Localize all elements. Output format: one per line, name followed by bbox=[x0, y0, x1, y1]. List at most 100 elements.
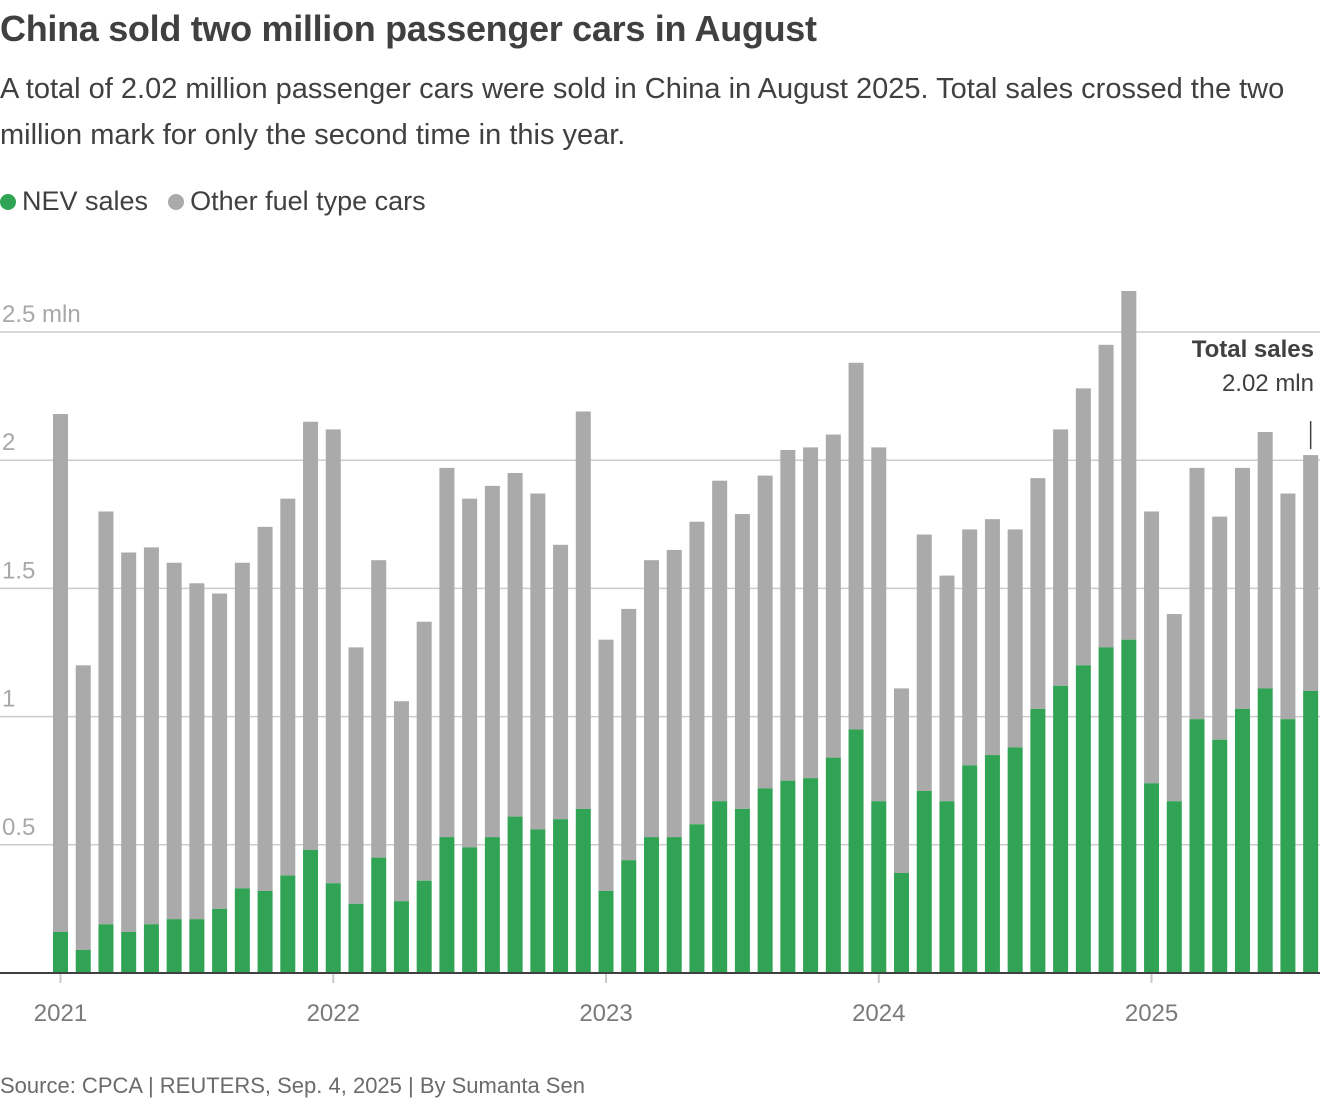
bar-nev-2025-02 bbox=[1166, 801, 1182, 973]
bar-other-2024-01 bbox=[871, 447, 887, 802]
bar-nev-2023-01 bbox=[598, 890, 614, 973]
bar-group-2024-06 bbox=[984, 519, 1000, 973]
y-axis-labels: 0.5 1 1.5 2 2.5 mln bbox=[2, 301, 81, 841]
bar-other-2023-10 bbox=[803, 447, 819, 779]
bar-group-2021-06 bbox=[166, 562, 182, 973]
bar-other-2023-08 bbox=[757, 475, 773, 789]
bar-group-2022-01 bbox=[325, 429, 341, 973]
bar-nev-2024-06 bbox=[984, 755, 1000, 973]
legend-item-other: Other fuel type cars bbox=[168, 186, 426, 217]
bar-other-2023-11 bbox=[825, 434, 841, 758]
bar-group-2021-12 bbox=[303, 421, 319, 973]
bar-nev-2021-11 bbox=[280, 875, 296, 973]
bar-nev-2025-05 bbox=[1234, 708, 1250, 973]
bar-nev-2023-04 bbox=[666, 837, 682, 973]
bar-other-2022-10 bbox=[530, 493, 546, 830]
bar-other-2024-10 bbox=[1075, 388, 1091, 666]
bar-group-2024-03 bbox=[916, 534, 932, 973]
bar-group-2025-05 bbox=[1234, 467, 1250, 973]
bar-other-2025-06 bbox=[1257, 431, 1273, 689]
bar-nev-2023-07 bbox=[734, 808, 750, 973]
bar-other-2023-12 bbox=[848, 362, 864, 730]
bar-nev-2023-09 bbox=[780, 780, 796, 973]
bar-nev-2025-06 bbox=[1257, 688, 1273, 973]
bar-other-2022-05 bbox=[416, 621, 432, 881]
bar-other-2022-12 bbox=[575, 411, 591, 809]
bar-other-2025-03 bbox=[1189, 467, 1205, 720]
bar-nev-2024-12 bbox=[1121, 639, 1137, 973]
chart-subtitle: A total of 2.02 million passenger cars w… bbox=[0, 73, 1285, 151]
x-tick-label: 2023 bbox=[579, 1000, 632, 1027]
bar-nev-2024-04 bbox=[939, 801, 955, 973]
bar-nev-2024-02 bbox=[894, 873, 910, 973]
bar-group-2023-04 bbox=[666, 549, 682, 973]
bar-group-2022-06 bbox=[439, 467, 455, 973]
bar-nev-2021-06 bbox=[166, 919, 182, 973]
bar-nev-2024-08 bbox=[1030, 708, 1046, 973]
bar-group-2022-12 bbox=[575, 411, 591, 973]
bar-other-2021-01 bbox=[53, 414, 68, 932]
bar-other-2023-02 bbox=[621, 608, 637, 861]
bar-other-2021-10 bbox=[257, 526, 273, 891]
bar-other-2022-07 bbox=[462, 498, 478, 848]
bar-group-2021-04 bbox=[121, 552, 137, 973]
bar-nev-2022-03 bbox=[371, 857, 387, 973]
bar-group-2025-06 bbox=[1257, 431, 1273, 973]
bar-nev-2023-12 bbox=[848, 729, 864, 973]
bar-group-2021-05 bbox=[143, 547, 159, 973]
x-tick-label: 2022 bbox=[307, 1000, 360, 1027]
bar-group-2024-02 bbox=[894, 688, 910, 973]
annotation: Total sales 2.02 mln bbox=[1192, 336, 1314, 450]
bar-other-2024-07 bbox=[1007, 529, 1023, 748]
bar-nev-2025-03 bbox=[1189, 719, 1205, 973]
bar-other-2022-04 bbox=[393, 701, 409, 902]
bar-group-2024-10 bbox=[1075, 388, 1091, 973]
bar-other-2022-11 bbox=[553, 544, 569, 820]
bar-other-2024-06 bbox=[984, 519, 1000, 756]
bar-nev-2021-07 bbox=[189, 919, 205, 973]
bar-nev-2021-12 bbox=[303, 849, 319, 973]
bar-nev-2021-01 bbox=[53, 931, 68, 973]
bar-other-2021-11 bbox=[280, 498, 296, 876]
bar-other-2022-09 bbox=[507, 473, 523, 817]
bar-group-2024-08 bbox=[1030, 478, 1046, 973]
bar-nev-2023-10 bbox=[803, 778, 819, 973]
bar-group-2021-07 bbox=[189, 583, 205, 973]
bars bbox=[53, 290, 1319, 973]
legend-label-nev: NEV sales bbox=[22, 186, 149, 216]
bar-group-2023-01 bbox=[598, 639, 614, 973]
bar-nev-2021-03 bbox=[98, 924, 114, 973]
bar-group-2024-05 bbox=[962, 529, 978, 973]
bar-group-2023-10 bbox=[803, 447, 819, 973]
bar-nev-2024-01 bbox=[871, 801, 887, 973]
bar-nev-2022-09 bbox=[507, 816, 523, 973]
bar-group-2022-05 bbox=[416, 621, 432, 973]
bar-group-2023-02 bbox=[621, 608, 637, 973]
bar-nev-2023-06 bbox=[712, 801, 728, 973]
bar-nev-2025-08 bbox=[1303, 690, 1319, 973]
bar-group-2021-11 bbox=[280, 498, 296, 973]
bar-nev-2022-02 bbox=[348, 903, 364, 973]
bar-nev-2023-02 bbox=[621, 860, 637, 973]
bar-other-2023-07 bbox=[734, 514, 750, 809]
bar-group-2023-09 bbox=[780, 449, 796, 973]
legend: NEV sales Other fuel type cars bbox=[0, 186, 446, 217]
bar-other-2021-12 bbox=[303, 421, 319, 850]
x-tick-label: 2024 bbox=[852, 1000, 905, 1027]
bar-other-2023-06 bbox=[712, 480, 728, 802]
y-tick-label: 1.5 bbox=[2, 557, 35, 584]
bar-nev-2024-10 bbox=[1075, 665, 1091, 973]
bar-group-2021-08 bbox=[212, 593, 228, 973]
bar-group-2023-11 bbox=[825, 434, 841, 973]
bar-nev-2021-10 bbox=[257, 890, 273, 973]
bar-nev-2022-05 bbox=[416, 880, 432, 973]
bar-other-2021-04 bbox=[121, 552, 137, 932]
bar-group-2025-01 bbox=[1144, 511, 1160, 973]
bar-other-2024-08 bbox=[1030, 478, 1046, 709]
bar-nev-2022-11 bbox=[553, 819, 569, 973]
bar-other-2021-05 bbox=[143, 547, 159, 925]
bar-other-2024-02 bbox=[894, 688, 910, 874]
bar-group-2023-07 bbox=[734, 514, 750, 973]
bar-other-2021-03 bbox=[98, 511, 114, 925]
bar-other-2023-04 bbox=[666, 549, 682, 838]
